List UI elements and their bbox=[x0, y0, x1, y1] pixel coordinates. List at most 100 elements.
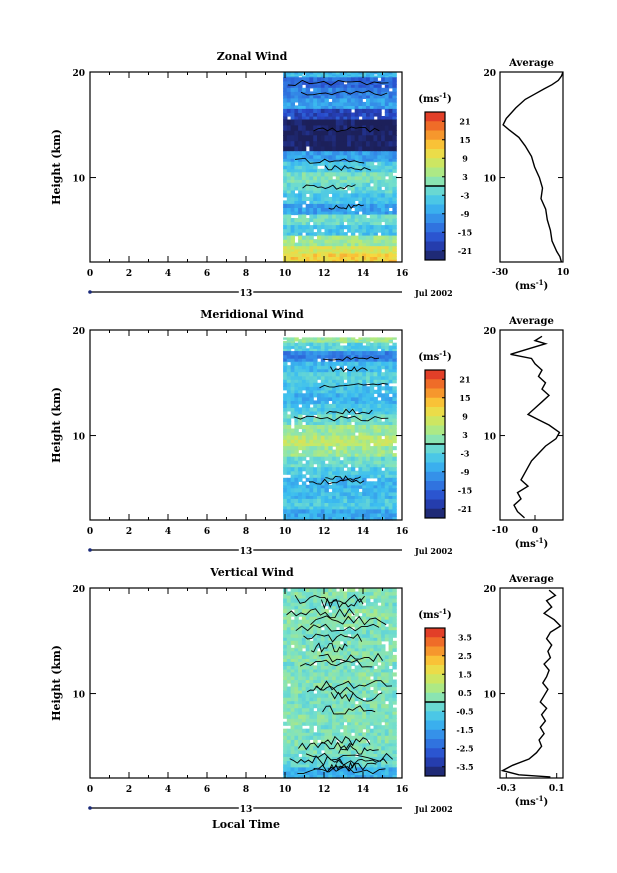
heatmap-cell bbox=[350, 767, 356, 772]
heatmap-cell bbox=[350, 379, 356, 384]
heatmap-cell bbox=[313, 175, 318, 180]
heatmap-cell bbox=[366, 619, 371, 624]
heatmap-cell bbox=[313, 225, 318, 230]
heatmap-cell bbox=[343, 654, 348, 659]
heatmap-cell bbox=[388, 407, 393, 412]
heatmap-cell bbox=[313, 211, 318, 216]
heatmap-cell bbox=[294, 108, 299, 113]
heatmap-cell bbox=[286, 165, 292, 170]
heatmap-cell bbox=[339, 351, 344, 356]
heatmap-cell bbox=[381, 182, 386, 187]
heatmap-cell bbox=[313, 361, 318, 366]
heatmap-cell bbox=[350, 505, 356, 510]
average-x-label: (ms-1) bbox=[515, 536, 548, 550]
heatmap-cell bbox=[313, 403, 318, 408]
heatmap-cell bbox=[343, 453, 348, 458]
x-tick-label: 0 bbox=[87, 785, 93, 795]
heatmap-cell bbox=[392, 630, 397, 635]
heatmap-cell bbox=[317, 668, 322, 673]
heatmap-cell bbox=[309, 774, 314, 779]
heatmap-cell bbox=[392, 683, 397, 688]
heatmap-cell bbox=[305, 505, 311, 510]
heatmap-cell bbox=[283, 481, 288, 486]
heatmap-cell bbox=[290, 605, 295, 610]
heatmap-cell bbox=[343, 348, 348, 352]
heatmap-cell bbox=[373, 481, 378, 486]
heatmap-cell bbox=[283, 467, 288, 472]
heatmap-cell bbox=[347, 119, 352, 126]
heatmap-cell bbox=[377, 186, 382, 191]
heatmap-cell bbox=[286, 477, 292, 482]
heatmap-cell bbox=[343, 207, 348, 212]
heatmap-row bbox=[283, 119, 397, 136]
heatmap-cell bbox=[332, 711, 337, 716]
heatmap-cell bbox=[328, 372, 333, 377]
heatmap-cell bbox=[294, 725, 299, 730]
heatmap-cell bbox=[298, 365, 303, 370]
heatmap-cell bbox=[298, 491, 303, 496]
heatmap-cell bbox=[324, 446, 329, 451]
heatmap-cell bbox=[373, 400, 378, 405]
heatmap-cell bbox=[373, 225, 378, 230]
heatmap-cell bbox=[350, 130, 356, 136]
heatmap-cell bbox=[290, 746, 295, 751]
heatmap-cell bbox=[317, 509, 322, 514]
heatmap-cell bbox=[328, 75, 333, 78]
heatmap-cell bbox=[366, 256, 371, 260]
heatmap-cell bbox=[339, 214, 344, 219]
heatmap-cell bbox=[347, 460, 352, 465]
heatmap-cell bbox=[347, 345, 352, 349]
heatmap-cell bbox=[294, 119, 299, 126]
heatmap-cell bbox=[298, 749, 303, 754]
heatmap-cell bbox=[343, 439, 348, 444]
heatmap-cell bbox=[286, 460, 292, 465]
heatmap-cell bbox=[347, 704, 352, 709]
heatmap-cell bbox=[320, 351, 326, 356]
heatmap-cell bbox=[384, 242, 390, 247]
heatmap-cell bbox=[324, 403, 329, 408]
heatmap-cell bbox=[305, 668, 311, 673]
heatmap-cell bbox=[324, 112, 329, 117]
heatmap-cell bbox=[313, 251, 318, 255]
heatmap-cell bbox=[343, 119, 348, 126]
heatmap-cell bbox=[290, 742, 295, 747]
heatmap-cell bbox=[294, 145, 299, 152]
heatmap-cell bbox=[362, 425, 367, 430]
heatmap-cell bbox=[332, 339, 337, 342]
heatmap-cell bbox=[309, 626, 314, 631]
heatmap-cell bbox=[332, 168, 337, 173]
heatmap-cell bbox=[324, 442, 329, 447]
heatmap-cell bbox=[290, 98, 295, 103]
heatmap-cell bbox=[362, 211, 367, 216]
heatmap-cell bbox=[309, 189, 314, 194]
heatmap-cell bbox=[313, 345, 318, 349]
heatmap-cell bbox=[283, 721, 288, 726]
heatmap-cell bbox=[373, 644, 378, 649]
heatmap-cell bbox=[392, 242, 397, 247]
heatmap-cell bbox=[283, 707, 288, 712]
heatmap-cell bbox=[362, 707, 367, 712]
heatmap-cell bbox=[358, 407, 363, 412]
heatmap-cell bbox=[358, 80, 363, 85]
heatmap-cell bbox=[335, 721, 341, 726]
heatmap-cell bbox=[381, 403, 386, 408]
heatmap-cell bbox=[377, 637, 382, 642]
heatmap-cell bbox=[286, 73, 292, 77]
heatmap-cell bbox=[286, 119, 292, 126]
heatmap-cell bbox=[324, 161, 329, 166]
heatmap-cell bbox=[377, 400, 382, 405]
heatmap-cell bbox=[388, 749, 393, 754]
heatmap-cell bbox=[339, 140, 344, 147]
heatmap-cell bbox=[283, 686, 288, 691]
heatmap-cell bbox=[343, 771, 348, 776]
heatmap-cell bbox=[392, 421, 397, 426]
heatmap-cell bbox=[392, 400, 397, 405]
heatmap-cell bbox=[384, 513, 390, 518]
heatmap-cell bbox=[347, 193, 352, 198]
heatmap-cell bbox=[290, 442, 295, 447]
heatmap-cell bbox=[290, 721, 295, 726]
heatmap-cell bbox=[294, 721, 299, 726]
colorbar-segment bbox=[425, 379, 445, 389]
heatmap-cell bbox=[313, 753, 318, 758]
colorbar-tick-label: -9 bbox=[461, 209, 470, 219]
